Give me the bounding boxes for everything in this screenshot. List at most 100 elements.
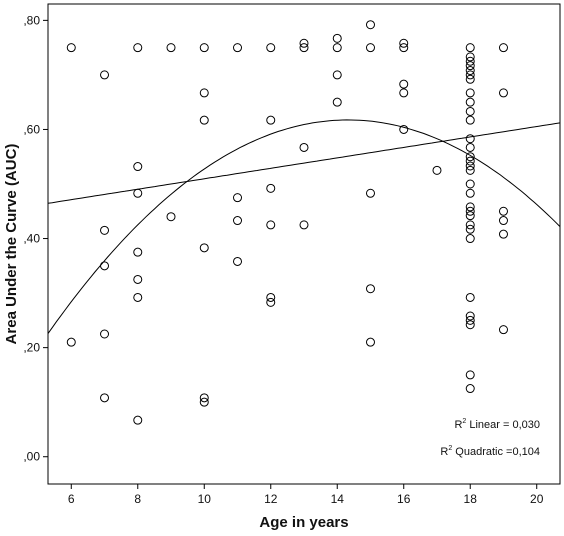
data-point [332,43,342,53]
data-point [465,384,475,394]
x-axis-ticks: 6 8 10 12 14 16 18 20 [68,484,544,506]
data-point [498,325,508,335]
data-point [465,165,475,175]
data-point [465,234,475,244]
data-point [266,297,276,307]
data-point [465,224,475,234]
data-point [66,43,76,53]
data-point [465,134,475,144]
y-tick-label: ,00 [23,450,40,464]
data-point [465,43,475,53]
quadratic-fit-line [47,119,561,334]
data-point [266,183,276,193]
data-point [332,33,342,43]
data-point [199,43,209,53]
data-point [399,79,409,89]
data-point [465,220,475,230]
y-tick-label: ,80 [23,13,40,27]
data-point [465,315,475,325]
data-point [465,156,475,166]
data-point [299,38,309,48]
data-point [465,61,475,71]
x-tick-label: 10 [198,492,212,506]
data-point [465,88,475,98]
data-point [133,247,143,257]
plot-area [47,3,561,485]
data-point [199,115,209,125]
data-point [365,188,375,198]
data-point [465,142,475,152]
data-point [399,38,409,48]
x-tick-label: 18 [464,492,478,506]
data-point [498,43,508,53]
y-axis-ticks: ,00 ,20 ,40 ,60 ,80 [23,13,48,464]
annotation-quadratic: R2 Quadratic =0,104 [440,445,540,458]
annotation-linear: R2 Linear = 0,030 [454,418,540,431]
data-point [233,216,243,226]
data-point [465,370,475,380]
data-point [465,211,475,221]
y-axis-title: Area Under the Curve (AUC) [3,144,20,345]
data-point [199,397,209,407]
x-tick-label: 16 [397,492,411,506]
data-point [465,188,475,198]
x-tick-label: 14 [331,492,345,506]
data-point [133,415,143,425]
data-point [465,179,475,189]
data-point [498,206,508,216]
data-point [100,70,110,80]
data-point [399,88,409,98]
data-point [100,393,110,403]
x-tick-label: 12 [264,492,278,506]
data-point [465,311,475,321]
data-point [299,43,309,53]
x-tick-label: 8 [134,492,141,506]
data-point [465,152,475,162]
data-point [266,220,276,230]
x-tick-label: 6 [68,492,75,506]
data-point [199,393,209,403]
data-point [299,220,309,230]
data-point [465,106,475,116]
data-point [365,20,375,30]
data-point [465,292,475,302]
data-point [100,329,110,339]
data-point [399,124,409,134]
data-point [465,70,475,80]
data-point [465,52,475,62]
data-point [66,337,76,347]
data-point [133,274,143,284]
data-point [365,43,375,53]
data-point [465,115,475,125]
data-point [465,56,475,66]
fit-lines [47,119,561,334]
data-point [133,162,143,172]
data-point [365,337,375,347]
data-points [66,20,508,425]
data-point [365,284,375,294]
data-point [166,212,176,222]
data-point [465,202,475,212]
data-point [465,66,475,76]
data-point [266,43,276,53]
data-point [100,261,110,271]
data-point [332,70,342,80]
y-tick-label: ,20 [23,341,40,355]
data-point [498,229,508,239]
data-point [133,43,143,53]
y-tick-label: ,60 [23,122,40,136]
linear-fit-line [47,122,561,204]
data-point [133,292,143,302]
x-axis-title: Age in years [259,514,348,531]
data-point [233,256,243,266]
data-point [199,243,209,253]
data-point [399,43,409,53]
data-point [465,206,475,216]
data-point [432,165,442,175]
data-point [498,216,508,226]
data-point [332,97,342,107]
data-point [498,88,508,98]
data-point [465,161,475,171]
data-point [465,74,475,84]
